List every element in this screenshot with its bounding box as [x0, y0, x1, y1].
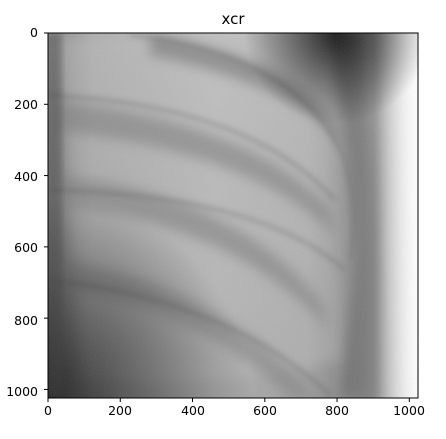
y-tick-label: 600: [14, 240, 38, 255]
xray-image: [48, 33, 418, 398]
y-tick-label: 1000: [6, 384, 38, 399]
x-tick-label: 600: [253, 403, 277, 418]
x-tick-label: 800: [325, 403, 349, 418]
y-tick-label: 800: [14, 313, 38, 328]
x-tick-label: 0: [44, 403, 52, 418]
x-axis: 0 200 400 600 800 1000: [44, 403, 425, 418]
y-axis: 0 200 400 600 800 1000: [6, 25, 38, 399]
y-tick-label: 400: [14, 169, 38, 184]
x-tick-label: 400: [181, 403, 205, 418]
y-tick-label: 200: [14, 97, 38, 112]
figure-title: xcr: [221, 10, 245, 28]
x-tick-label: 1000: [393, 403, 425, 418]
axis-ticks: [44, 32, 410, 402]
x-tick-label: 200: [108, 403, 132, 418]
axes-frame: [47, 32, 419, 399]
y-tick-label: 0: [30, 25, 38, 40]
